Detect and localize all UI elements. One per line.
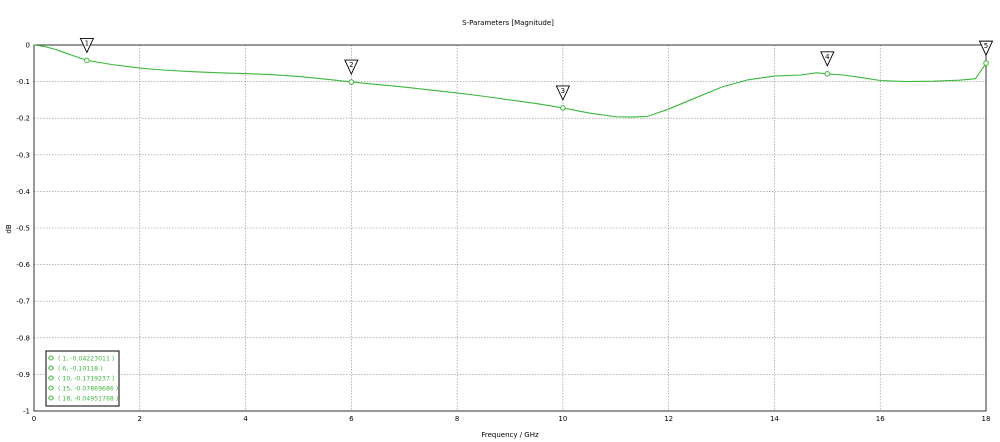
x-tick-label: 6 <box>349 415 354 423</box>
marker-id: 2 <box>349 61 353 69</box>
marker-3: 3 <box>555 85 571 111</box>
y-tick-label: -0.9 <box>16 371 30 379</box>
marker-point <box>983 60 989 66</box>
marker-point <box>824 71 831 77</box>
series-line <box>33 44 987 118</box>
grid <box>34 45 986 411</box>
y-tick-label: -0.3 <box>16 151 30 159</box>
x-tick-label: 2 <box>138 415 142 423</box>
x-tick-label: 10 <box>558 415 567 423</box>
y-tick-label: -0.6 <box>16 261 30 269</box>
legend-swatch-point <box>48 365 54 371</box>
x-tick-label: 14 <box>770 415 779 423</box>
marker-1: 1 <box>79 38 95 64</box>
y-tick-label: -1 <box>23 408 30 416</box>
marker-2: 2 <box>344 59 359 85</box>
marker-flag <box>555 85 571 101</box>
marker-flag <box>344 59 359 76</box>
marker-flag <box>79 38 95 54</box>
x-tick-label: 16 <box>876 415 885 423</box>
legend-swatch-point <box>48 375 54 381</box>
x-tick-label: 8 <box>455 415 459 423</box>
y-tick-label: -0.1 <box>16 78 30 86</box>
y-tick-label: 0 <box>26 42 30 50</box>
marker-point <box>560 105 566 111</box>
legend-entry: ( 18, -0.04951768 ) <box>58 395 118 402</box>
legend-box <box>45 350 120 407</box>
x-tick-label: 0 <box>32 415 36 423</box>
marker-legend: ( 1, -0.04223011 ) ( 6, -0.10118 ) ( 10, -… <box>45 350 120 407</box>
markers: 1 2 3 4 5 <box>79 38 994 111</box>
marker-flag <box>820 51 835 67</box>
y-tick-label: -0.7 <box>16 298 30 306</box>
legend-entry: ( 1, -0.04223011 ) <box>58 355 114 362</box>
y-axis-label: dB <box>5 224 13 233</box>
marker-point <box>348 79 355 85</box>
marker-id: 5 <box>984 42 988 50</box>
marker-5: 5 <box>978 40 994 66</box>
y-tick-label: -0.2 <box>16 115 30 123</box>
marker-point <box>84 57 90 64</box>
plot-area <box>33 44 987 412</box>
x-tick-label: 12 <box>664 415 673 423</box>
marker-id: 1 <box>85 39 89 47</box>
x-tick-label: 4 <box>243 415 248 423</box>
legend-swatch-point <box>48 395 54 401</box>
legend-entry: ( 15, -0.07869686 ) <box>58 385 118 392</box>
marker-id: 4 <box>825 53 830 61</box>
y-tick-label: -0.8 <box>16 334 30 342</box>
legend-entry: ( 10, -0.1719237 ) <box>58 375 114 382</box>
marker-flag <box>978 40 994 57</box>
marker-4: 4 <box>820 51 835 77</box>
chart-title: S-Parameters [Magnitude] <box>462 19 554 27</box>
legend-entry: ( 6, -0.10118 ) <box>58 365 102 372</box>
marker-id: 3 <box>561 87 565 95</box>
legend-swatch-point <box>48 385 54 391</box>
y-tick-label: -0.4 <box>16 188 30 196</box>
x-axis: 0 2 4 6 8 10 12 14 16 18 <box>32 415 991 423</box>
y-tick-label: -0.5 <box>16 225 30 233</box>
y-axis: 0 -0.1 -0.2 -0.3 -0.4 -0.5 -0.6 -0.7 -0.8 -0.9 -1 <box>16 42 30 416</box>
legend-swatch-point <box>48 355 54 361</box>
x-tick-label: 18 <box>982 415 991 423</box>
x-axis-label: Frequency / GHz <box>481 431 539 439</box>
